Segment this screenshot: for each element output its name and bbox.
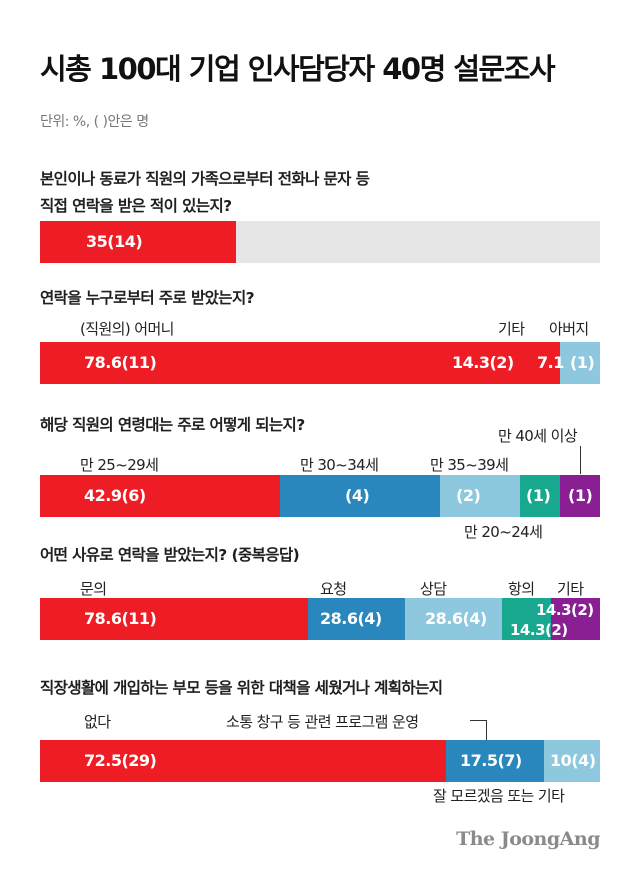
q2-title: 연락을 누구로부터 주로 받았는지? bbox=[40, 289, 255, 307]
q3-label-25-29: 만 25~29세 bbox=[80, 456, 159, 474]
q3-seg-35-39 bbox=[440, 475, 520, 517]
q4-seg-protest bbox=[502, 598, 551, 640]
q1-title: 본인이나 동료가 직원의 가족으로부터 전화나 문자 등 직접 연락을 받은 적… bbox=[40, 170, 370, 215]
q3-label-35-39: 만 35~39세 bbox=[430, 456, 509, 474]
q5-title: 직장생활에 개입하는 부모 등을 위한 대책을 세웠거나 계획하는지 bbox=[40, 679, 443, 697]
q3-seg-30-34 bbox=[280, 475, 440, 517]
q5-value-unsure: 10(4) bbox=[550, 751, 596, 770]
q2-label-other: 기타 bbox=[498, 320, 525, 338]
q2-seg-father bbox=[560, 342, 600, 384]
q4-label-other: 기타 bbox=[557, 580, 584, 598]
q4-label-protest: 항의 bbox=[508, 580, 535, 598]
q4-bar: 78.6(11) 28.6(4) 28.6(4) 14.3(2) 14.3(2) bbox=[40, 598, 600, 640]
q3-title: 해당 직원의 연령대는 주로 어떻게 되는지? bbox=[40, 416, 305, 434]
q4-label-request: 요청 bbox=[320, 580, 347, 598]
q5-value-none: 72.5(29) bbox=[84, 751, 157, 770]
q5-label-none: 없다 bbox=[84, 713, 111, 731]
q3-seg-40plus bbox=[560, 475, 600, 517]
q4-seg-inquiry bbox=[40, 598, 308, 640]
q4-seg-request bbox=[308, 598, 405, 640]
q5-seg-unsure bbox=[544, 740, 600, 782]
q2-value-other: 14.3(2) bbox=[452, 353, 514, 372]
q3-label-40plus: 만 40세 이상 bbox=[498, 427, 578, 445]
q5-label-program: 소통 창구 등 관련 프로그램 운영 bbox=[226, 713, 419, 731]
source-logo: The JoongAng bbox=[456, 828, 600, 850]
q2-label-father: 아버지 bbox=[549, 320, 589, 338]
q4-value-inquiry: 78.6(11) bbox=[84, 609, 157, 628]
q5-bar: 72.5(29) 17.5(7) 10(4) bbox=[40, 740, 600, 782]
q3-leader-40plus bbox=[580, 446, 581, 474]
q5-value-program: 17.5(7) bbox=[460, 751, 522, 770]
q2-seg-mother bbox=[40, 342, 480, 384]
q4-value-request: 28.6(4) bbox=[320, 609, 382, 628]
q3-bar: 42.9(6) (4) (2) (1) (1) bbox=[40, 475, 600, 517]
q3-value-20-24: (1) bbox=[526, 486, 551, 505]
q3-value-30-34: (4) bbox=[345, 486, 370, 505]
q5-leader-h bbox=[470, 720, 486, 721]
q4-seg-other bbox=[551, 598, 600, 640]
q2-value-mother: 78.6(11) bbox=[84, 353, 157, 372]
q4-seg-consult bbox=[405, 598, 502, 640]
unit-note: 단위: %, ( )안은 명 bbox=[40, 114, 149, 130]
q3-seg-20-24 bbox=[520, 475, 560, 517]
page-title: 시총 100대 기업 인사담당자 40명 설문조사 bbox=[40, 52, 556, 86]
q1-bar-track: 35(14) bbox=[40, 221, 600, 263]
q3-seg-25-29 bbox=[40, 475, 280, 517]
q5-seg-program bbox=[446, 740, 544, 782]
q2-label-mother: (직원의) 어머니 bbox=[80, 320, 174, 338]
q4-label-consult: 상담 bbox=[420, 580, 447, 598]
q4-value-other: 14.3(2) bbox=[536, 601, 594, 619]
q3-value-25-29: 42.9(6) bbox=[84, 486, 146, 505]
q5-seg-none bbox=[40, 740, 446, 782]
q2-value-father-count: (1) bbox=[570, 353, 595, 372]
q5-label-unsure: 잘 모르겠음 또는 기타 bbox=[433, 787, 565, 805]
q1-seg-yes bbox=[40, 221, 236, 263]
q4-value-protest: 14.3(2) bbox=[510, 621, 568, 639]
q3-value-40plus: (1) bbox=[568, 486, 593, 505]
q2-seg-other bbox=[480, 342, 560, 384]
q4-value-consult: 28.6(4) bbox=[425, 609, 487, 628]
q4-title: 어떤 사유로 연락을 받았는지? (중복응답) bbox=[40, 546, 300, 564]
q5-leader-v bbox=[486, 720, 487, 740]
q2-value-father: 7.1 bbox=[537, 353, 564, 372]
q3-label-30-34: 만 30~34세 bbox=[300, 456, 379, 474]
q3-value-35-39: (2) bbox=[456, 486, 481, 505]
q1-value-yes: 35(14) bbox=[86, 232, 143, 251]
q2-bar: 78.6(11) 14.3(2) 7.1 (1) bbox=[40, 342, 600, 384]
q4-label-inquiry: 문의 bbox=[80, 580, 107, 598]
q3-label-20-24: 만 20~24세 bbox=[464, 523, 543, 541]
